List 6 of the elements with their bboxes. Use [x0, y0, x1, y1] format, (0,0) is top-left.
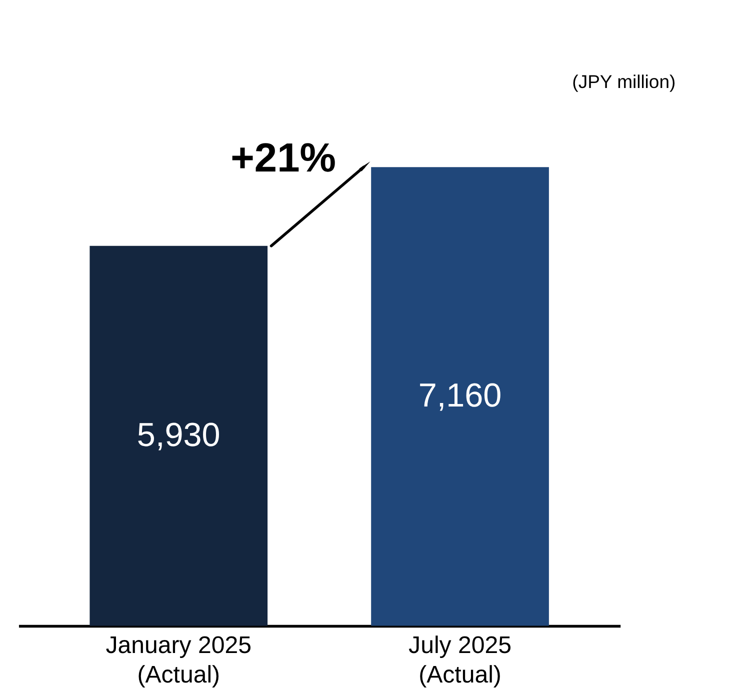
annotation: +21% [230, 134, 336, 181]
data-label: 5,930 [136, 417, 220, 454]
x-tick-label: January 2025 (Actual) [106, 632, 252, 689]
x-tick-label: July 2025 (Actual) [408, 632, 512, 689]
data-label: 7,160 [418, 378, 502, 415]
y-axis-title: (JPY million) [572, 71, 676, 92]
